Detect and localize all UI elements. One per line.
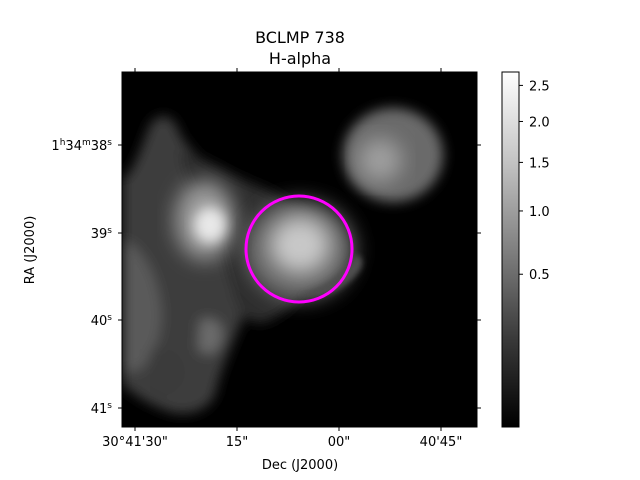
x-tick-label: 30°41'30" [102,435,168,450]
x-tick-label: 40'45" [420,435,463,450]
colorbar-tick-label: 2.5 [529,79,550,94]
y-tick-label: 40s [91,313,113,329]
y-tick-label: 41s [91,401,113,417]
colorbar: 2.5 2.0 1.5 1.0 0.5 [501,71,550,428]
y-tick-label: 1h34m38s [51,138,112,154]
colorbar-gradient [501,71,520,428]
colorbar-tick-label: 2.0 [529,115,550,130]
plot-frame [121,71,478,428]
y-axis: 1h34m38s 39s 40s 41s RA (J2000) [23,138,481,417]
colorbar-tick-label: 1.0 [529,205,550,220]
x-tick-label: 15" [226,435,249,450]
heatmap-image [122,72,477,427]
colorbar-tick-label: 1.5 [529,156,550,171]
y-axis-label: RA (J2000) [23,216,38,285]
y-tick-label: 39s [91,226,113,242]
x-tick-label: 00" [328,435,351,450]
chart-subtitle: H-alpha [269,49,331,68]
colorbar-tick-label: 0.5 [529,268,550,283]
x-axis: 30°41'30" 15" 00" 40'45" Dec (J2000) [102,68,462,473]
x-axis-label: Dec (J2000) [262,458,338,473]
chart-title: BCLMP 738 [255,28,345,47]
colorbar-ticks: 2.5 2.0 1.5 1.0 0.5 [519,79,550,283]
region-circle-marker [244,194,354,304]
